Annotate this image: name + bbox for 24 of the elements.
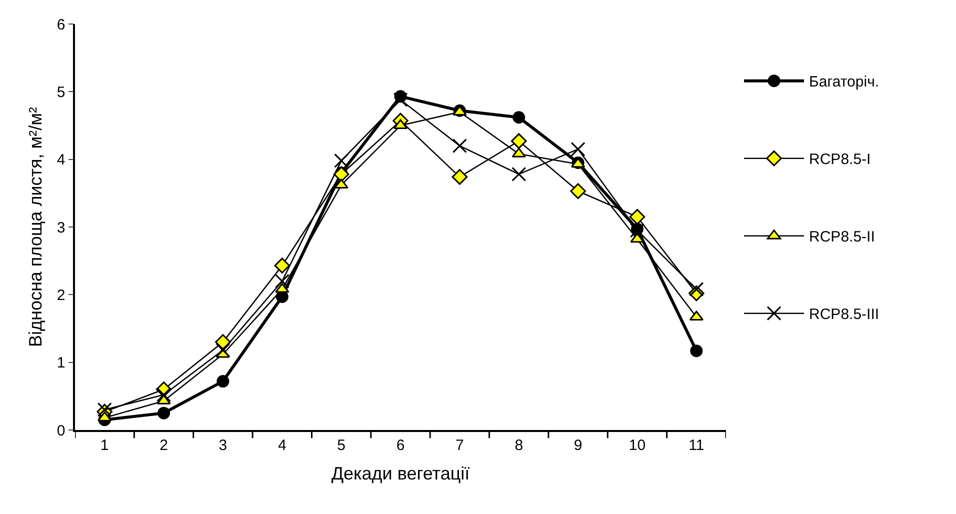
x-tick-label: 11 xyxy=(688,436,704,454)
x-axis-title: Декади вегетації xyxy=(331,463,470,484)
x-tick-label: 6 xyxy=(396,436,405,454)
x-tick-label: 1 xyxy=(100,436,109,454)
x-tick-label: 9 xyxy=(574,436,582,454)
x-tick-label: 2 xyxy=(160,436,168,454)
legend-label: Багаторіч. xyxy=(809,74,880,91)
legend-label: RCP8.5-I xyxy=(809,151,871,168)
y-tick-label: 1 xyxy=(56,354,66,372)
x-tick-label: 7 xyxy=(456,436,464,454)
y-tick-label: 0 xyxy=(56,422,66,440)
y-tick-label: 5 xyxy=(56,84,66,101)
legend-label: RCP8.5-III xyxy=(809,306,880,324)
x-tick-label: 8 xyxy=(514,436,524,454)
x-tick-label: 4 xyxy=(278,436,286,454)
y-tick-label: 6 xyxy=(56,16,66,34)
x-tick-label: 10 xyxy=(628,436,646,454)
y-tick-label: 3 xyxy=(56,219,66,236)
y-tick-label: 2 xyxy=(56,286,66,304)
y-tick-label: 4 xyxy=(56,152,66,169)
x-tick-label: 3 xyxy=(218,436,228,454)
legend-label: RCP8.5-II xyxy=(809,228,875,246)
y-axis-title: Відносна площа листя, м²/м² xyxy=(26,107,46,347)
x-tick-label: 5 xyxy=(337,436,346,454)
